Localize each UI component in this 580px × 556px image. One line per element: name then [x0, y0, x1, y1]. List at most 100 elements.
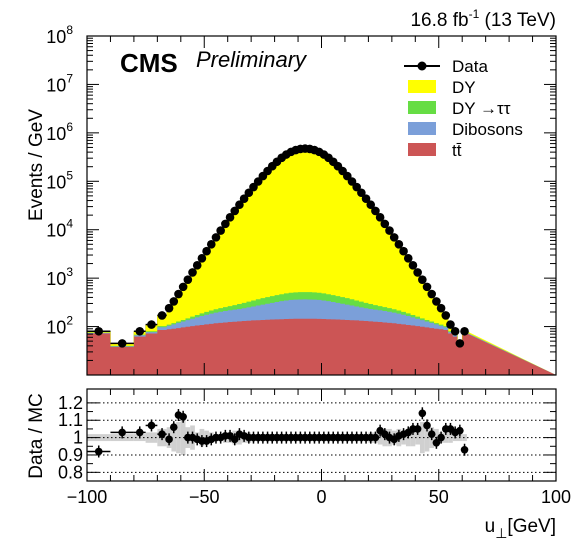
data-point	[174, 289, 183, 299]
ratio-point	[230, 435, 239, 444]
ratio-y-tick-label: 1	[73, 428, 83, 448]
ratio-point	[135, 428, 144, 437]
data-point	[450, 326, 460, 336]
svg-text:Data: Data	[452, 57, 488, 76]
cms-label: CMS	[120, 48, 178, 78]
legend-item-dibosons: Dibosons	[408, 120, 523, 139]
data-point	[375, 213, 385, 222]
svg-text:DY: DY	[452, 78, 476, 97]
data-point	[164, 303, 174, 313]
data-point	[441, 311, 451, 320]
ratio-point	[456, 426, 464, 435]
ratio-point	[118, 428, 126, 437]
legend-item-dy: DY	[408, 78, 476, 97]
uncertainty-bin	[462, 434, 467, 442]
data-point	[169, 297, 179, 306]
legend-item-data: Data	[404, 57, 488, 76]
uncertainty-bin	[171, 423, 177, 452]
data-point	[366, 200, 376, 210]
data-point	[216, 226, 225, 235]
data-point	[94, 326, 104, 336]
ratio-point	[158, 430, 166, 438]
ratio-point	[371, 433, 380, 442]
x-tick-label: 100	[541, 487, 571, 507]
y-tick-label: 102	[46, 314, 73, 338]
data-point	[157, 311, 167, 320]
data-point	[244, 188, 254, 198]
data-point	[206, 239, 216, 249]
ratio-point	[427, 430, 436, 438]
svg-text:Dibosons: Dibosons	[452, 120, 523, 139]
data-point	[211, 233, 221, 242]
data-point	[427, 289, 437, 299]
data-point	[147, 320, 156, 329]
data-point	[192, 261, 202, 270]
uncertainty-bin	[415, 430, 420, 445]
data-point	[183, 275, 193, 284]
ratio-point	[94, 447, 103, 456]
ratio-y-tick-label: 0.9	[58, 445, 83, 465]
data-point	[446, 320, 455, 329]
y-tick-label: 103	[46, 265, 73, 289]
lower-y-axis-title: Data / MC	[26, 393, 47, 479]
data-point	[460, 326, 469, 336]
data-point	[455, 339, 465, 348]
ratio-point	[413, 425, 422, 433]
data-point	[117, 339, 127, 348]
ratio-point	[437, 433, 445, 442]
stacked-histograms	[87, 148, 556, 375]
x-tick-label: 0	[316, 487, 326, 507]
y-tick-label: 105	[46, 168, 73, 192]
data-point	[422, 282, 432, 292]
data-point	[188, 268, 197, 277]
svg-text:tt̄: tt̄	[452, 141, 462, 160]
uncertainty-bin	[443, 432, 449, 443]
ratio-point	[165, 435, 173, 444]
y-tick-label: 107	[46, 71, 73, 95]
ratio-panel: 0.80.911.11.2 −100 −50 0 50 100 Data / MC u⊥…	[26, 388, 571, 541]
preliminary-label: Preliminary	[196, 47, 308, 72]
ratio-point	[432, 439, 441, 447]
upper-x-ticks	[86, 36, 557, 375]
legend-item-dy-tautau: DY →ττ	[408, 99, 511, 118]
data-point	[394, 239, 404, 249]
upper-y-ticks: 102 103 104 105 106 107 108	[46, 23, 556, 376]
uncertainty-bin	[176, 421, 181, 454]
data-point	[178, 282, 188, 292]
x-tick-label: −100	[67, 487, 108, 507]
x-tick-label: −50	[189, 487, 220, 507]
y-tick-label: 108	[46, 23, 73, 47]
ratio-y-tick-label: 1.1	[58, 410, 83, 430]
lower-y-ticks: 0.80.911.11.2	[58, 393, 556, 482]
lower-x-ticks: −100 −50 0 50 100	[67, 389, 571, 507]
data-point	[380, 219, 390, 229]
distribution-panel: 102 103 104 105 106 107 108 CMS Preliminary Ev…	[26, 23, 557, 376]
uncertainty-bin	[419, 421, 425, 454]
data-point	[413, 268, 422, 277]
legend-item-ttbar: tt̄	[408, 141, 462, 160]
data-point	[135, 326, 145, 336]
data-point	[357, 188, 366, 198]
ratio-y-tick-label: 1.2	[58, 393, 83, 413]
x-axis-title: u⊥[GeV]	[485, 516, 556, 541]
luminosity-label: 16.8 fb-1 (13 TeV)	[410, 7, 556, 31]
data-point	[399, 246, 408, 256]
data-point	[371, 206, 380, 216]
ratio-point	[147, 421, 156, 430]
data-point	[230, 206, 240, 216]
ratio-point	[169, 423, 178, 431]
ratio-points	[87, 407, 469, 458]
data-point	[436, 303, 446, 313]
y-tick-label: 104	[46, 217, 73, 241]
data-point	[239, 194, 249, 203]
ratio-point	[423, 421, 431, 430]
ratio-point	[418, 409, 427, 418]
ratio-point	[460, 445, 469, 454]
data-point	[225, 213, 235, 222]
data-point	[408, 261, 418, 270]
data-point	[389, 233, 399, 242]
svg-text:DY →ττ: DY →ττ	[452, 99, 511, 118]
data-point	[385, 226, 394, 235]
data-point	[418, 275, 427, 284]
